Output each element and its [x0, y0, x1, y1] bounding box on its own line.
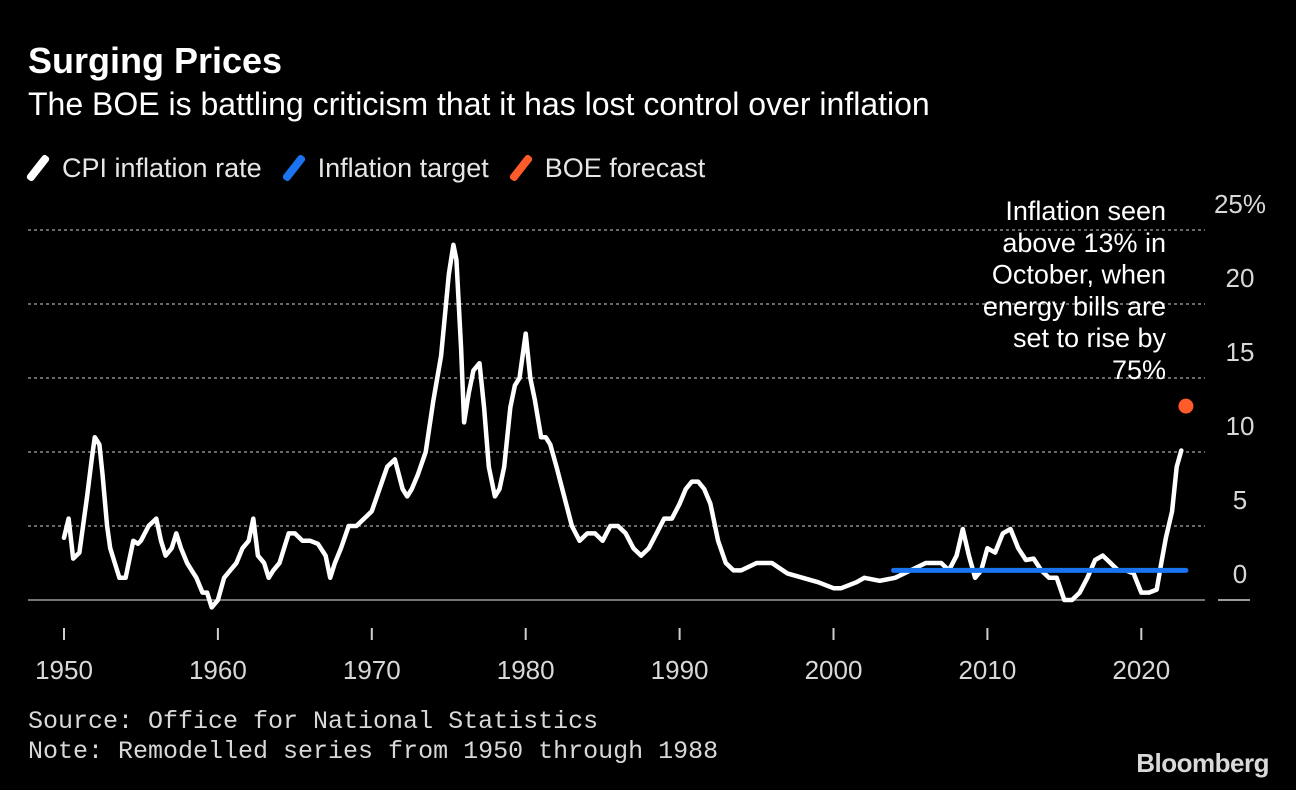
- x-tick-label-2020: 2020: [1112, 655, 1170, 685]
- legend-item-target: Inflation target: [281, 152, 489, 184]
- legend-item-forecast: BOE forecast: [508, 152, 706, 184]
- annotation-line-3: October, when: [992, 260, 1166, 290]
- page-title: Surging Prices: [28, 40, 283, 81]
- annotation-line-2: above 13% in: [1002, 228, 1166, 258]
- page-subtitle: The BOE is battling criticism that it ha…: [28, 86, 930, 122]
- gridlines: [28, 229, 1250, 601]
- legend-label-cpi: CPI inflation rate: [62, 152, 262, 183]
- x-tick-label-1990: 1990: [651, 655, 709, 685]
- x-tick-label-1950: 1950: [35, 655, 93, 685]
- y-tick-label-25: 25%: [1214, 189, 1266, 219]
- y-tick-label-10: 10: [1226, 411, 1255, 441]
- legend-label-target: Inflation target: [317, 152, 489, 183]
- footnote: Note: Remodelled series from 1950 throug…: [28, 737, 719, 766]
- x-tick-label-2000: 2000: [805, 655, 863, 685]
- legend-item-cpi: CPI inflation rate: [25, 152, 262, 184]
- y-tick-label-20: 20: [1226, 263, 1255, 293]
- y-tick-label-15: 15: [1226, 337, 1255, 367]
- annotation-line-6: 75%: [1112, 355, 1166, 385]
- annotation-line-5: set to rise by: [1013, 323, 1167, 353]
- legend-label-forecast: BOE forecast: [544, 152, 706, 183]
- cpi-inflation-line: [61, 242, 1184, 610]
- bloomberg-logo: Bloomberg: [1136, 748, 1269, 778]
- x-tick-label-1980: 1980: [497, 655, 555, 685]
- chart-legend: CPI inflation rate Inflation target BOE …: [25, 150, 725, 186]
- annotation-line-4: energy bills are: [983, 291, 1166, 321]
- x-tick-label-1960: 1960: [189, 655, 247, 685]
- x-tick-label-1970: 1970: [343, 655, 401, 685]
- y-tick-label-0: 0: [1233, 559, 1247, 589]
- source-note: Source: Office for National Statistics: [28, 707, 599, 736]
- series-lines: [61, 242, 1194, 610]
- axes: 1950 1960 1970 1980 1990 2000 2010 2020 0 5 10 15 20…: [35, 189, 1266, 685]
- y-tick-label-5: 5: [1233, 485, 1247, 515]
- annotation-line-1: Inflation seen: [1005, 196, 1166, 226]
- x-tick-label-2010: 2010: [958, 655, 1016, 685]
- boe-forecast-point: [1178, 398, 1194, 414]
- inflation-chart: 1950 1960 1970 1980 1990 2000 2010 2020 0 5 10 15 20…: [28, 189, 1266, 685]
